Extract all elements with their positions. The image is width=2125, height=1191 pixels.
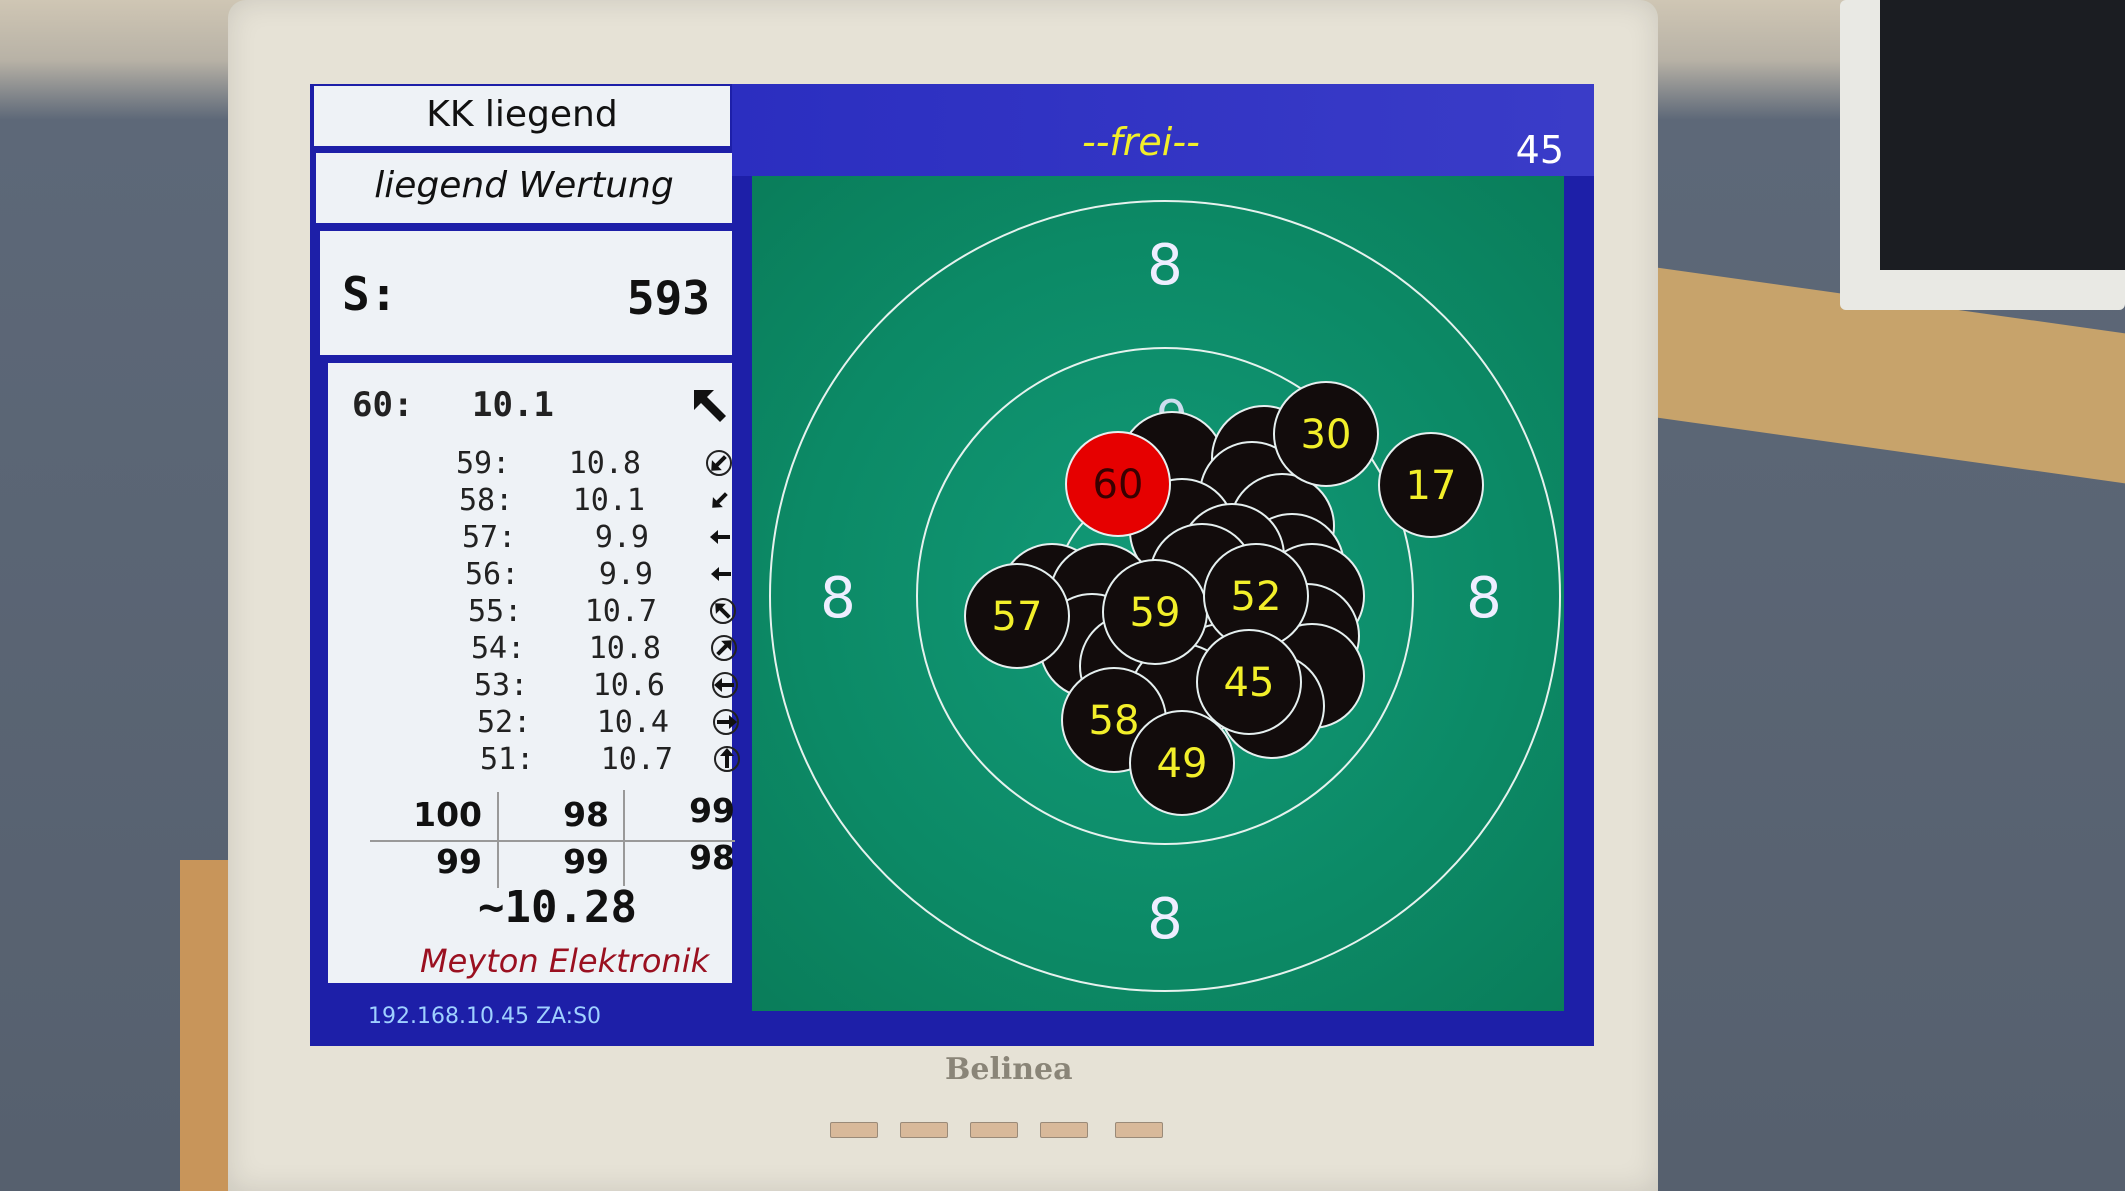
shot-number: 60 [1093, 462, 1144, 508]
sum-label: S: [342, 267, 398, 321]
monitor-button[interactable] [900, 1122, 948, 1138]
shot-list-box [328, 363, 732, 983]
shot-number: 17 [1406, 463, 1457, 509]
shot-value: 10.8 [588, 631, 661, 666]
shot-hole [1129, 710, 1235, 816]
arrow-down-left-icon [712, 492, 728, 508]
monitor-button[interactable] [970, 1122, 1018, 1138]
series-score-cell: 98 [563, 795, 609, 834]
shot-label: 57: [462, 520, 517, 555]
grid-divider-h [370, 840, 735, 842]
shot-row: 54: 10.8 [471, 631, 661, 668]
shot-value: 10.6 [592, 668, 665, 703]
shot-row: 57: 9.9 [462, 520, 649, 557]
shot-number: 45 [1224, 660, 1275, 706]
circled-arrow-right-icon [713, 709, 739, 735]
ring-label-right: 8 [1466, 566, 1502, 631]
shot-holes: 30 17 57 59 52 45 58 49 60 [964, 381, 1484, 816]
shot-row: 52: 10.4 [477, 705, 669, 742]
brand-label: Meyton Elektronik [420, 942, 710, 980]
monitor-button[interactable] [1040, 1122, 1088, 1138]
sum-box: S: 593 [320, 231, 732, 355]
lane-number: 45 [1515, 128, 1564, 172]
shot-value: 10.7 [600, 742, 673, 777]
shot-value: 10.1 [572, 483, 645, 518]
grid-divider-v1 [497, 792, 499, 888]
shot-value: 9.9 [594, 520, 649, 555]
shot-number: 59 [1130, 590, 1181, 636]
shot-hole [1196, 629, 1302, 735]
discipline-box: KK liegend [314, 86, 730, 146]
shot-hole [1378, 432, 1484, 538]
shot-label: 51: [480, 742, 535, 777]
shot-label: 59: [456, 446, 511, 481]
sum-value: 593 [626, 271, 710, 325]
arrow-left-icon [711, 567, 731, 581]
grid-divider-v2 [623, 790, 625, 886]
shot-number: 30 [1301, 412, 1352, 458]
monitor-button[interactable] [1115, 1122, 1163, 1138]
discipline-label: KK liegend [426, 94, 618, 135]
shot-number: 57 [992, 594, 1043, 640]
target-title-bar: --frei-- 45 [732, 84, 1594, 176]
current-shot-value: 10.1 [472, 385, 554, 425]
ring-label-left: 8 [820, 566, 856, 631]
background-monitor [1840, 0, 2125, 310]
shot-row: 56: 9.9 [465, 557, 653, 594]
shot-label: 55: [468, 594, 523, 629]
shot-hole [964, 563, 1070, 669]
series-score-cell: 99 [689, 791, 735, 830]
scoring-box: liegend Wertung [316, 153, 732, 223]
shot-row: 51: 10.7 [480, 742, 673, 779]
shot-label: 52: [477, 705, 532, 740]
shot-label: 54: [471, 631, 526, 666]
status-bar-text: 192.168.10.45 ZA:S0 [368, 1004, 602, 1029]
shot-label: 53: [474, 668, 529, 703]
shot-row: 53: 10.6 [474, 668, 665, 705]
lane-status: --frei-- [1082, 120, 1200, 164]
shot-number: 52 [1231, 574, 1282, 620]
arrow-up-left-icon [694, 390, 726, 422]
series-score-cell: 99 [436, 842, 482, 881]
current-shot-label: 60: [352, 385, 414, 425]
circled-arrow-down-left-icon [706, 450, 732, 476]
shot-value: 10.7 [584, 594, 657, 629]
shot-value: 9.9 [598, 557, 653, 592]
monitor-button[interactable] [830, 1122, 878, 1138]
ring-7 [769, 200, 1561, 992]
shot-hole [1273, 381, 1379, 487]
ring-label-top: 8 [1147, 233, 1183, 298]
shot-row: 58: 10.1 [459, 483, 645, 520]
monitor-brand: Belinea [945, 1052, 1073, 1087]
shot-number: 58 [1089, 698, 1140, 744]
shot-value: 10.8 [568, 446, 641, 481]
series-score-cell: 100 [413, 795, 482, 834]
shot-label: 58: [459, 483, 514, 518]
series-score-cell: 98 [689, 838, 735, 877]
arrow-left-icon [710, 530, 730, 544]
latest-shot-hole [1065, 431, 1171, 537]
circled-arrow-left-icon [712, 672, 738, 698]
series-score-cell: 99 [563, 842, 609, 881]
shot-row: 55: 10.7 [468, 594, 657, 631]
shot-label: 56: [465, 557, 520, 592]
shot-row: 59: 10.8 [456, 446, 641, 483]
shot-value: 10.4 [596, 705, 669, 740]
scoring-label: liegend Wertung [374, 165, 674, 206]
shot-number: 49 [1157, 741, 1208, 787]
ring-8 [916, 347, 1414, 845]
circled-arrow-up-left-icon [710, 598, 736, 624]
circled-arrow-up-icon [714, 746, 740, 772]
circled-arrow-up-right-icon [711, 635, 737, 661]
ring-label-bottom: 8 [1147, 887, 1183, 952]
average-score: ~10.28 [478, 882, 637, 933]
